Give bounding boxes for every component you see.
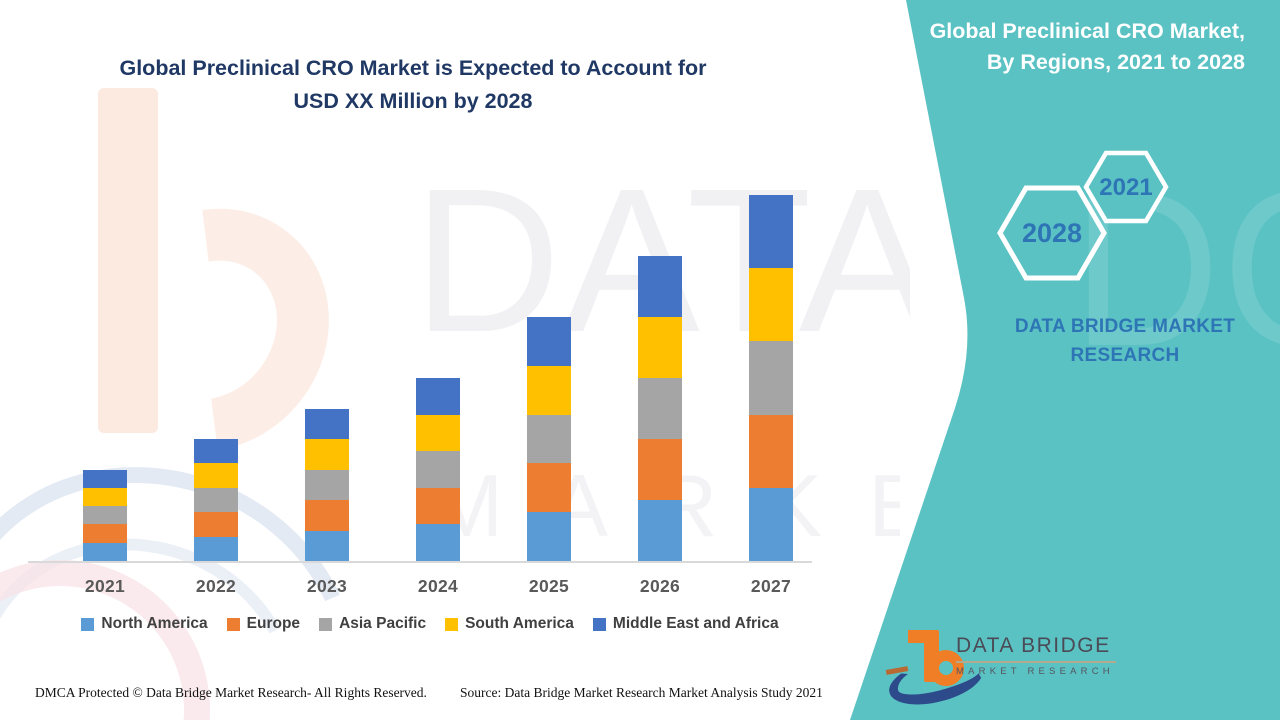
logo-text: DATA BRIDGE MARKET RESEARCH <box>956 634 1126 677</box>
watermark-logo-stem <box>98 88 158 433</box>
bar-segment-asia-pacific <box>749 341 793 415</box>
page-title: Global Preclinical CRO Market is Expecte… <box>119 56 707 114</box>
legend-label: North America <box>101 615 208 632</box>
legend-label: South America <box>465 615 574 632</box>
x-axis-label-2024: 2024 <box>417 576 459 596</box>
bar-segment-middle-east-and-africa <box>305 408 349 439</box>
bar-segment-middle-east-and-africa <box>527 317 571 366</box>
bar-segment-middle-east-and-africa <box>638 256 682 317</box>
x-axis-label-2023: 2023 <box>306 576 348 596</box>
bar-2023 <box>305 408 349 561</box>
bar-segment-asia-pacific <box>305 469 349 500</box>
bar-segment-middle-east-and-africa <box>749 195 793 269</box>
legend-label: Asia Pacific <box>339 615 427 632</box>
bar-segment-europe <box>83 524 127 543</box>
bar-segment-south-america <box>83 487 127 507</box>
bar-2024 <box>416 378 460 561</box>
bar-segment-north-america <box>527 512 571 561</box>
bar-2025 <box>527 317 571 561</box>
bar-segment-north-america <box>416 524 460 561</box>
bar-segment-europe <box>305 500 349 531</box>
legend-marker-icon <box>445 617 459 631</box>
legend-label: Europe <box>246 615 301 632</box>
footer-dmca-text: DMCA Protected © Data Bridge Market Rese… <box>35 685 427 700</box>
bar-segment-europe <box>527 463 571 513</box>
bar-2027 <box>749 195 793 561</box>
bar-segment-north-america <box>638 500 682 561</box>
legend-item-europe: Europe <box>226 615 301 633</box>
bar-segment-europe <box>194 512 238 537</box>
legend-item-asia-pacific: Asia Pacific <box>319 615 426 633</box>
bar-segment-europe <box>749 414 793 488</box>
bar-segment-north-america <box>83 542 127 561</box>
legend-item-south-america: South America <box>445 615 574 633</box>
bar-2022 <box>194 439 238 561</box>
badge-year-2028: 2028 <box>1022 218 1082 248</box>
bar-2021 <box>83 469 127 561</box>
logo-subtitle: MARKET RESEARCH <box>956 666 1114 677</box>
hexagon-2028 <box>997 185 1107 281</box>
bar-segment-north-america <box>749 487 793 561</box>
footer-source-text: Source: Data Bridge Market Research Mark… <box>460 685 823 700</box>
bar-segment-middle-east-and-africa <box>416 378 460 415</box>
bar-segment-south-america <box>194 463 238 488</box>
legend-marker-icon <box>319 617 333 631</box>
bar-segment-south-america <box>749 268 793 342</box>
x-axis-label-2027: 2027 <box>750 576 792 596</box>
x-axis-line <box>28 561 812 563</box>
bar-segment-south-america <box>416 414 460 452</box>
badge-year-2021: 2021 <box>1099 174 1152 201</box>
legend-marker-icon <box>592 617 606 631</box>
bar-segment-asia-pacific <box>416 451 460 488</box>
chart-legend: North America Europe Asia Pacific South Ame… <box>30 615 830 633</box>
x-axis-label-2026: 2026 <box>639 576 681 596</box>
x-axis-label-2025: 2025 <box>528 576 570 596</box>
bar-segment-south-america <box>527 365 571 415</box>
bar-segment-asia-pacific <box>83 506 127 525</box>
bar-segment-asia-pacific <box>194 487 238 513</box>
logo-name: DATA BRIDGE <box>956 634 1111 657</box>
bar-segment-north-america <box>194 536 238 561</box>
bar-segment-north-america <box>305 530 349 561</box>
logo-b-bowl-icon <box>928 650 964 686</box>
bar-segment-europe <box>638 439 682 500</box>
bar-segment-europe <box>416 487 460 525</box>
databridge-logo: DATA BRIDGE MARKET RESEARCH <box>884 626 1138 713</box>
bar-segment-asia-pacific <box>527 414 571 464</box>
brand-block: DATA BRIDGE MARKET RESEARCH <box>1014 316 1236 367</box>
hexagon-2021 <box>1083 150 1169 224</box>
x-axis-label-2021: 2021 <box>84 576 126 596</box>
x-axis-label-2022: 2022 <box>195 576 237 596</box>
legend-marker-icon <box>226 617 240 631</box>
legend-label: Middle East and Africa <box>612 615 779 632</box>
bar-2026 <box>638 256 682 561</box>
side-panel-title: Global Preclinical CRO Market, By Region… <box>929 19 1245 75</box>
legend-marker-icon <box>81 617 95 631</box>
legend-item-north-america: North America <box>81 615 208 633</box>
bar-segment-south-america <box>305 439 349 470</box>
logo-divider <box>956 661 1116 663</box>
bar-segment-asia-pacific <box>638 378 682 439</box>
year-badges: 2028 2021 <box>997 150 1169 281</box>
bar-segment-south-america <box>638 317 682 378</box>
bar-segment-middle-east-and-africa <box>194 439 238 464</box>
bar-segment-middle-east-and-africa <box>83 469 127 488</box>
legend-item-middle-east-and-africa: Middle East and Africa <box>592 615 779 633</box>
